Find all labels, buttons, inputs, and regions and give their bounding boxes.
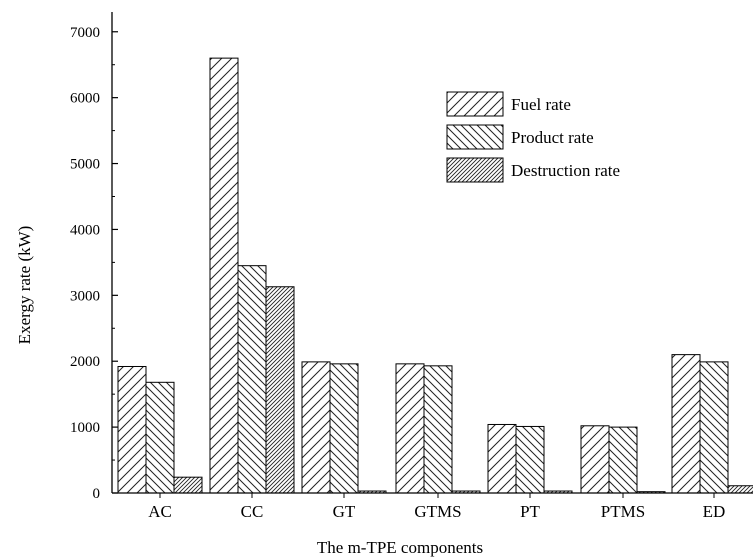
legend-swatch xyxy=(446,124,504,150)
bar-gtms-series-1 xyxy=(395,363,425,494)
y-tick-label: 3000 xyxy=(70,288,100,304)
y-tick-label: 6000 xyxy=(70,91,100,107)
bar-pt-series-2 xyxy=(515,425,545,494)
x-tick-label: ED xyxy=(703,502,726,521)
legend-swatch xyxy=(446,157,504,183)
y-tick-label: 4000 xyxy=(70,222,100,238)
y-tick-label: 1000 xyxy=(70,420,100,436)
bar-cc-series-1 xyxy=(209,57,239,494)
bar-ed-series-1 xyxy=(671,354,701,494)
y-axis-title: Exergy rate (kW) xyxy=(15,226,34,345)
y-tick-label: 5000 xyxy=(70,157,100,173)
bar-gtms-series-2 xyxy=(423,365,453,494)
bar-ac-series-2 xyxy=(145,381,175,494)
bar-ptms-series-1 xyxy=(580,425,610,494)
x-axis-title: The m-TPE components xyxy=(317,538,483,557)
x-tick-label: PTMS xyxy=(601,502,645,521)
x-tick-label: GTMS xyxy=(414,502,461,521)
y-tick-label: 7000 xyxy=(70,25,100,41)
legend-label: Fuel rate xyxy=(511,95,571,114)
bar-gt-series-2 xyxy=(329,363,359,494)
bar-cc-series-3 xyxy=(265,286,295,494)
legend-label: Product rate xyxy=(511,128,594,147)
y-axis-ticks: 0 1000 2000 3000 4000 5000 6000 7000 xyxy=(70,25,118,502)
bar-ed-series-2 xyxy=(699,361,729,494)
x-axis-labels: AC CC GT GTMS PT PTMS ED xyxy=(148,502,725,521)
x-tick-label: AC xyxy=(148,502,172,521)
y-tick-label: 2000 xyxy=(70,354,100,370)
bar-ac-series-1 xyxy=(117,365,147,494)
bar-pt-series-1 xyxy=(487,423,517,494)
x-tick-label: PT xyxy=(520,502,540,521)
bar-gt-series-1 xyxy=(301,361,331,494)
bar-ptms-series-2 xyxy=(608,426,638,494)
legend-swatch xyxy=(446,91,504,117)
y-tick-label: 0 xyxy=(93,486,101,502)
legend: Fuel rate Product rate Destruction rate xyxy=(446,91,620,183)
bar-cc-series-2 xyxy=(237,265,267,494)
bar-ed-series-3 xyxy=(727,485,753,494)
bar-ac-series-3 xyxy=(173,476,203,494)
legend-label: Destruction rate xyxy=(511,161,620,180)
x-tick-label: GT xyxy=(333,502,356,521)
x-tick-label: CC xyxy=(241,502,264,521)
bars-group xyxy=(117,57,753,498)
